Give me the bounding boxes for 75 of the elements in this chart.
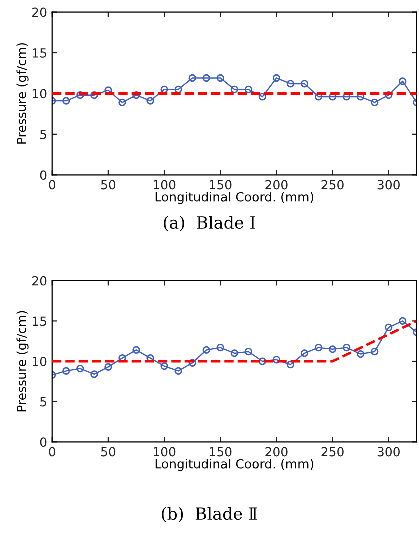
point: [132, 92, 140, 100]
point: [385, 324, 393, 332]
point: [174, 86, 182, 94]
point: [328, 346, 337, 354]
x-tick-label: 250: [322, 447, 344, 457]
point: [118, 98, 126, 106]
x-tick-label: 0: [49, 180, 56, 190]
point: [90, 92, 98, 100]
point: [174, 367, 182, 376]
point: [314, 93, 323, 101]
x-axis-title: Longitudinal Coord. (mm): [156, 459, 314, 472]
point: [160, 86, 168, 94]
point: [160, 362, 168, 370]
point: [244, 86, 252, 94]
point: [216, 74, 224, 82]
x-tick-label: 100: [154, 447, 176, 457]
point: [76, 364, 84, 373]
point: [399, 78, 407, 86]
x-tick-label: 150: [210, 180, 232, 190]
y-axis-title: Pressure (gf/cm): [16, 311, 29, 412]
point: [314, 344, 323, 352]
x-axis-title: Longitudinal Coord. (mm): [156, 192, 314, 204]
point: [272, 356, 281, 364]
y-tick-label: 10: [32, 356, 47, 366]
y-axis-title: Pressure (gf/cm): [16, 43, 29, 144]
point: [104, 363, 112, 371]
x-tick-label: 100: [154, 180, 176, 190]
point: [357, 350, 365, 358]
y-tick-label: 5: [40, 130, 46, 140]
point: [300, 350, 309, 358]
point: [342, 344, 351, 352]
x-tick-label: 50: [101, 447, 116, 457]
point: [146, 97, 154, 105]
point: [258, 358, 266, 366]
point: [202, 74, 210, 82]
point: [230, 86, 238, 94]
point: [132, 346, 140, 354]
point: [328, 93, 337, 101]
y-tick-label: 15: [32, 316, 46, 326]
point: [272, 74, 281, 82]
point: [399, 317, 407, 326]
point: [216, 344, 224, 352]
text: (a) Blade Ⅰ: [164, 216, 256, 232]
point: [371, 98, 379, 106]
y-tick-label: 20: [32, 8, 47, 18]
point: [230, 350, 238, 358]
point: [244, 348, 252, 356]
x-tick-label: 250: [322, 180, 344, 190]
point: [300, 80, 309, 88]
point: [258, 93, 266, 101]
point: [62, 97, 70, 105]
x-tick-label: 150: [210, 447, 232, 457]
point: [202, 346, 210, 354]
y-tick-label: 5: [40, 397, 46, 407]
point: [286, 80, 295, 88]
point: [286, 360, 295, 369]
point: [188, 359, 196, 367]
x-tick-label: 200: [266, 180, 288, 190]
text: (b) Blade Ⅱ: [162, 507, 258, 522]
point: [62, 367, 70, 376]
x-tick-label: 50: [101, 180, 116, 190]
point: [371, 348, 379, 356]
x-tick-label: 300: [378, 180, 400, 190]
x-tick-label: 300: [378, 447, 400, 457]
y-tick-label: 20: [32, 276, 47, 286]
y-tick-label: 0: [40, 438, 47, 448]
x-tick-label: 200: [266, 447, 288, 457]
x-tick-label: 0: [49, 447, 56, 457]
point: [385, 92, 393, 100]
point: [76, 92, 84, 100]
y-tick-label: 10: [32, 89, 47, 99]
point: [90, 370, 98, 378]
y-tick-label: 15: [32, 48, 46, 58]
y-tick-label: 0: [40, 170, 47, 180]
point: [188, 74, 196, 82]
